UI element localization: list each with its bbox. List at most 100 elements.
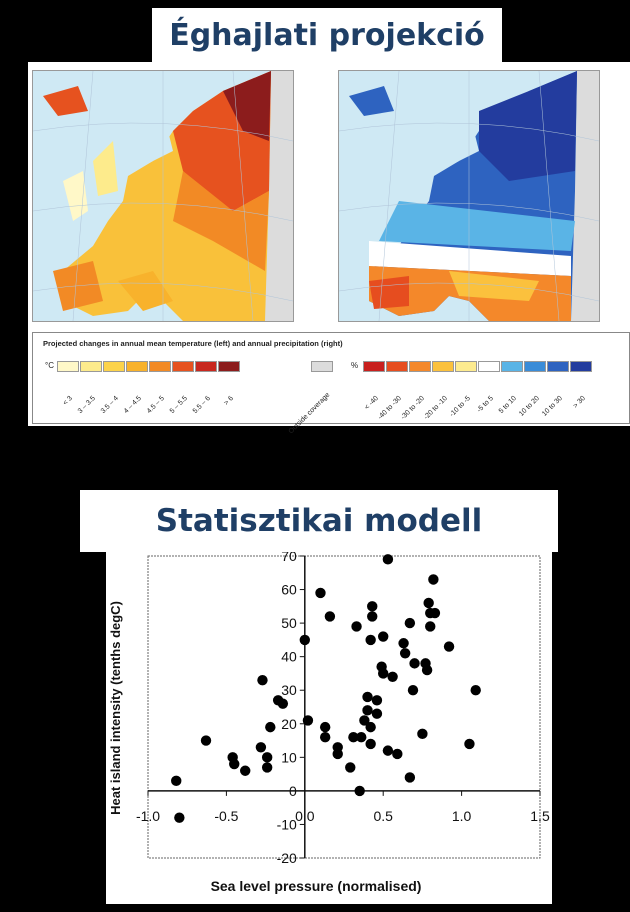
data-point <box>345 762 356 773</box>
precip-class-swatch <box>455 361 477 372</box>
data-point <box>319 732 331 743</box>
data-point <box>200 735 212 746</box>
x-tick-label: 1.0 <box>452 808 472 824</box>
data-point <box>382 745 394 756</box>
data-point <box>470 685 481 696</box>
axes: -20 -10 0 10 20 30 40 50 60 70 -1.0 -0.5 0.0 0.5 1.0 1.… <box>136 548 550 866</box>
data-point <box>425 621 436 632</box>
data-point <box>417 728 428 740</box>
precip-class-swatch <box>501 361 523 372</box>
data-point <box>255 742 267 753</box>
data-point <box>365 721 376 733</box>
temperature-change-map <box>32 70 294 322</box>
data-point <box>443 641 455 652</box>
data-point <box>299 634 310 646</box>
map-legend: Projected changes in annual mean tempera… <box>32 332 630 435</box>
y-tick-label: 0 <box>289 783 297 799</box>
y-tick-label: 20 <box>281 716 297 732</box>
data-points <box>171 554 481 823</box>
precip-unit-label: % <box>351 361 359 370</box>
precip-class-swatch <box>524 361 546 372</box>
data-point <box>229 758 240 770</box>
temp-unit-label: °C <box>45 361 54 370</box>
precipitation-change-map <box>338 70 600 322</box>
data-point <box>324 611 336 622</box>
data-point <box>171 775 182 787</box>
y-tick-label: 10 <box>281 749 297 765</box>
data-point <box>348 732 359 743</box>
temp-class-swatch <box>195 361 217 372</box>
data-point <box>404 617 416 629</box>
y-tick-label: -10 <box>277 816 297 832</box>
data-point <box>399 648 411 659</box>
data-point <box>261 752 273 763</box>
data-point <box>421 664 433 676</box>
y-tick-label: 40 <box>281 649 297 665</box>
temp-class-swatch <box>172 361 194 372</box>
data-point <box>174 812 185 823</box>
data-point <box>240 765 251 776</box>
data-point <box>392 748 403 760</box>
outside-coverage-label: Outside coverage <box>287 391 332 436</box>
outside-coverage-swatch <box>311 361 333 372</box>
data-point <box>407 685 419 696</box>
data-point <box>378 668 389 679</box>
data-point <box>362 705 373 716</box>
precip-class-swatch <box>547 361 569 372</box>
scatter-chart: -20 -10 0 10 20 30 40 50 60 70 -1.0 -0.5 0.0 0.5 1.0 1.… <box>108 548 550 894</box>
data-point <box>464 738 475 750</box>
precip-class-swatch <box>570 361 592 372</box>
plot-frame <box>147 555 541 859</box>
data-point <box>356 732 367 743</box>
y-tick-label: 30 <box>281 682 297 698</box>
data-point <box>277 698 289 709</box>
data-point <box>367 601 378 612</box>
data-point <box>423 597 434 609</box>
precip-class-swatch <box>386 361 408 372</box>
data-point <box>371 708 383 719</box>
data-point <box>257 674 268 686</box>
temp-class-swatch <box>103 361 125 372</box>
y-tick-label: -20 <box>277 850 297 866</box>
data-point <box>371 695 383 706</box>
data-point <box>367 611 378 622</box>
data-point <box>351 621 362 632</box>
precip-class-swatch <box>478 361 500 372</box>
data-point <box>378 631 389 642</box>
data-point <box>398 638 409 649</box>
temp-class-swatch <box>126 361 148 372</box>
x-tick-label: 1.5 <box>530 808 550 824</box>
y-tick-label: 50 <box>281 615 297 631</box>
x-axis-label: Sea level pressure (normalised) <box>211 878 422 894</box>
data-point <box>362 691 373 703</box>
data-point <box>354 785 365 797</box>
data-point <box>365 738 376 750</box>
y-tick-label: 70 <box>281 552 297 564</box>
temp-class-swatch <box>80 361 102 372</box>
precip-class-swatch <box>432 361 454 372</box>
data-point <box>387 671 398 682</box>
temp-class-swatch <box>218 361 240 372</box>
statistical-model-title: Statisztikai modell <box>80 490 558 552</box>
precip-class-label: < -40 <box>363 395 380 412</box>
data-point <box>365 634 376 646</box>
data-point <box>261 762 273 773</box>
data-point <box>428 574 439 585</box>
y-tick-label: 60 <box>281 582 297 598</box>
climate-projection-title: Éghajlati projekció <box>152 8 502 64</box>
data-point <box>265 721 276 733</box>
data-point <box>382 554 394 565</box>
data-point <box>409 658 420 669</box>
data-point <box>302 715 314 726</box>
data-point <box>359 715 370 726</box>
x-tick-label: -1.0 <box>136 808 160 824</box>
data-point <box>429 607 441 619</box>
x-tick-label: 0.0 <box>295 808 315 824</box>
precip-class-swatch <box>409 361 431 372</box>
y-axis-label: Heat island intensity (tenths degC) <box>108 601 123 815</box>
projection-maps-panel: Projected changes in annual mean tempera… <box>28 62 630 435</box>
temp-class-swatch <box>149 361 171 372</box>
x-tick-label: 0.5 <box>373 808 393 824</box>
x-tick-label: -0.5 <box>214 808 238 824</box>
data-point <box>404 772 416 783</box>
